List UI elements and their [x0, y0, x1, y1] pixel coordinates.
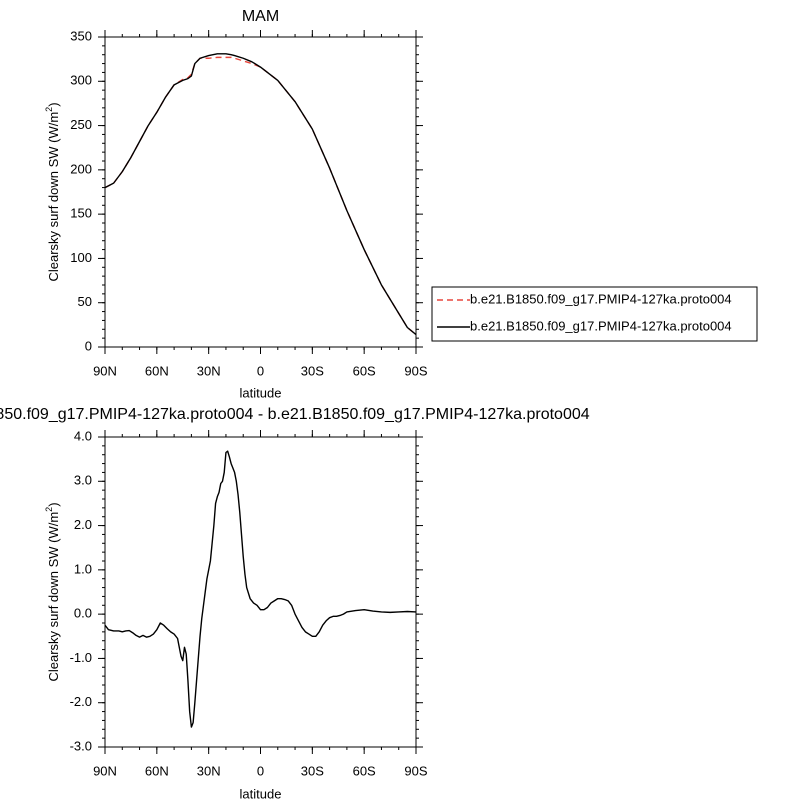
x-tick-label: 60S — [353, 363, 376, 378]
series-line-1 — [104, 56, 417, 336]
y-axis-label: Clearsky surf down SW (W/m2) — [44, 502, 61, 681]
y-tick-label: 200 — [70, 161, 92, 176]
x-tick-label: 90N — [93, 363, 117, 378]
x-tick-label: 30S — [301, 763, 324, 778]
y-axis-label-superscript: 2 — [44, 107, 54, 112]
y-tick-label: 50 — [78, 294, 92, 309]
y-tick-label: 3.0 — [74, 473, 92, 488]
x-tick-label: 60N — [145, 363, 169, 378]
y-tick-label: -3.0 — [70, 738, 92, 753]
series-line-1 — [104, 450, 417, 728]
y-axis-label-main: Clearsky surf down SW (W/m — [46, 512, 61, 682]
y-axis-label-close: ) — [46, 502, 61, 506]
y-tick-label: 4.0 — [74, 428, 92, 443]
y-tick-label: 0 — [85, 338, 92, 353]
plot-frame — [104, 436, 417, 748]
y-tick-label: -1.0 — [70, 650, 92, 665]
y-tick-label: 2.0 — [74, 517, 92, 532]
y-tick-label: -2.0 — [70, 694, 92, 709]
x-tick-label: 90S — [404, 763, 427, 778]
x-tick-label: 30N — [197, 363, 221, 378]
y-axis-label: Clearsky surf down SW (W/m2) — [44, 102, 61, 281]
x-tick-label: 30S — [301, 363, 324, 378]
x-axis-label: latitude — [240, 385, 282, 400]
y-tick-label: 250 — [70, 117, 92, 132]
y-tick-label: 0.0 — [74, 606, 92, 621]
panel-title: b.e21.B1850.f09_g17.PMIP4-127ka.proto004… — [0, 406, 590, 423]
x-tick-label: 0 — [257, 763, 264, 778]
x-tick-label: 60S — [353, 763, 376, 778]
y-tick-label: 350 — [70, 28, 92, 43]
x-tick-label: 90S — [404, 363, 427, 378]
x-axis-label: latitude — [240, 786, 282, 800]
y-tick-label: 1.0 — [74, 561, 92, 576]
x-tick-label: 30N — [197, 763, 221, 778]
x-tick-label: 60N — [145, 763, 169, 778]
series-line-2 — [104, 53, 417, 336]
y-axis-label-close: ) — [46, 102, 61, 106]
legend-label-2: b.e21.B1850.f09_g17.PMIP4-127ka.proto004 — [470, 318, 732, 333]
x-tick-label: 0 — [257, 363, 264, 378]
y-axis-label-main: Clearsky surf down SW (W/m — [46, 112, 61, 282]
legend-label-1: b.e21.B1850.f09_g17.PMIP4-127ka.proto004 — [470, 291, 732, 306]
panel-2: b.e21.B1850.f09_g17.PMIP4-127ka.proto004… — [0, 406, 590, 800]
panel-title: MAM — [242, 8, 279, 25]
plot-frame — [104, 36, 417, 348]
y-tick-label: 150 — [70, 206, 92, 221]
y-tick-label: 300 — [70, 73, 92, 88]
legend-box — [431, 286, 758, 342]
y-tick-label: 100 — [70, 250, 92, 265]
y-axis-label-superscript: 2 — [44, 507, 54, 512]
legend: b.e21.B1850.f09_g17.PMIP4-127ka.proto004… — [431, 286, 758, 342]
panel-1: MAM 90N 60N 30N 0 30S 60S 90S 0 50 100 150 200 250 300… — [44, 8, 428, 400]
x-tick-label: 90N — [93, 763, 117, 778]
